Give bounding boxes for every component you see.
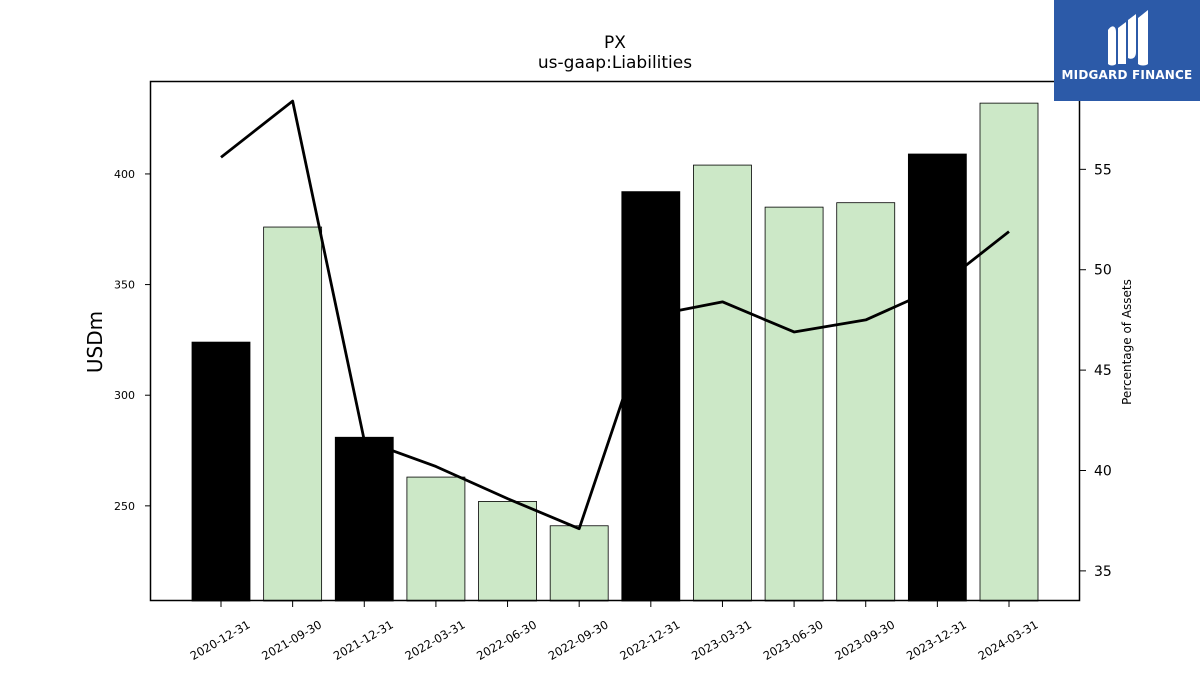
bar-series — [191, 102, 1039, 602]
y-axis-right: 35 40 45 50 55 — [1080, 162, 1112, 580]
y-axis-left: 250 300 350 400 — [114, 168, 150, 513]
bar-2024-03-31 — [979, 102, 1039, 602]
y-axis-label: USDm — [83, 311, 107, 373]
x-tick-label: 2022-03-31 — [403, 617, 468, 663]
y2-tick-label: 40 — [1094, 463, 1112, 479]
chart-title: PX — [604, 33, 626, 53]
x-axis: 2020-12-31 2021-09-30 2021-12-31 2022-03-31… — [188, 601, 1041, 663]
percentage-line — [220, 99, 1010, 531]
y2-tick-label: 35 — [1094, 564, 1112, 580]
bar-2021-09-30 — [263, 226, 323, 602]
y-tick-label: 350 — [114, 279, 135, 292]
x-tick-label: 2022-09-30 — [546, 617, 611, 663]
bar-2023-06-30 — [764, 206, 824, 602]
chart-subtitle: us-gaap:Liabilities — [538, 53, 692, 73]
x-tick-label: 2020-12-31 — [188, 617, 253, 663]
y-tick-label: 400 — [114, 168, 135, 181]
x-tick-label: 2022-06-30 — [474, 617, 539, 663]
y2-tick-label: 55 — [1094, 162, 1112, 178]
midgard-logo-icon — [1108, 10, 1148, 66]
bar-2022-12-31 — [621, 191, 681, 602]
bar-2023-09-30 — [836, 202, 896, 602]
y2-axis-label: Percentage of Assets — [1120, 279, 1134, 405]
brand-name: MIDGARD FINANCE — [1061, 68, 1193, 82]
x-tick-label: 2023-06-30 — [761, 617, 826, 663]
bar-2023-12-31 — [907, 153, 967, 602]
x-tick-label: 2023-09-30 — [832, 617, 897, 663]
y-tick-label: 250 — [114, 500, 135, 513]
bar-2023-03-31 — [693, 164, 752, 602]
y2-tick-label: 50 — [1094, 263, 1112, 279]
bar-2022-03-31 — [406, 476, 466, 602]
x-tick-label: 2022-12-31 — [617, 617, 682, 663]
bar-2020-12-31 — [191, 341, 251, 602]
y-tick-label: 300 — [114, 389, 135, 402]
x-tick-label: 2021-12-31 — [331, 617, 396, 663]
brand-logo: MIDGARD FINANCE — [1054, 0, 1200, 101]
y2-tick-label: 45 — [1094, 363, 1112, 379]
bar-2022-06-30 — [478, 501, 537, 602]
x-tick-label: 2024-03-31 — [976, 617, 1041, 663]
bar-2021-12-31 — [334, 436, 394, 602]
x-tick-label: 2023-03-31 — [689, 617, 754, 663]
x-tick-label: 2021-09-30 — [259, 617, 324, 663]
plot-frame — [149, 80, 1081, 602]
x-tick-label: 2023-12-31 — [904, 617, 969, 663]
line-series — [220, 99, 1010, 531]
bar-2022-09-30 — [549, 525, 609, 602]
